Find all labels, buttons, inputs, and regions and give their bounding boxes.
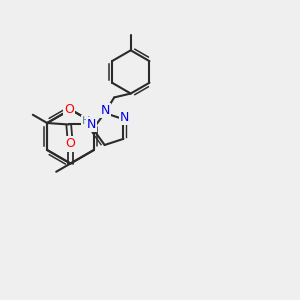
Text: N: N xyxy=(120,111,130,124)
Text: N: N xyxy=(86,118,96,131)
Text: N: N xyxy=(100,104,110,117)
Text: O: O xyxy=(64,103,74,116)
Text: O: O xyxy=(65,137,75,151)
Text: H: H xyxy=(82,116,90,126)
Text: O: O xyxy=(66,138,75,151)
